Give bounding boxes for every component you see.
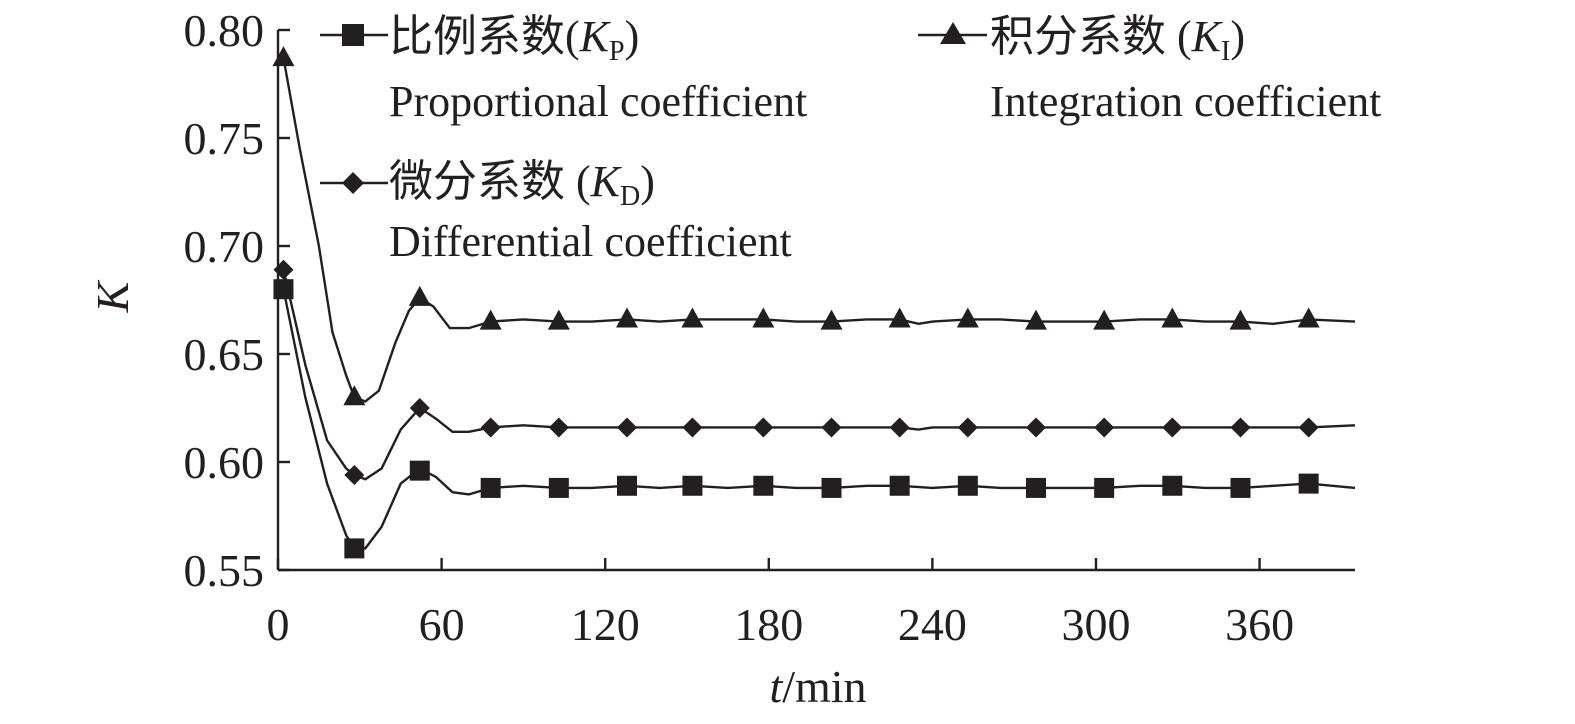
data-point-kp <box>821 477 842 498</box>
x-tick-label: 60 <box>419 599 465 650</box>
legend-triangle-marker <box>940 22 966 44</box>
y-axis-title: K <box>87 279 138 313</box>
data-point-ki <box>479 309 502 330</box>
data-point-kd <box>682 417 703 438</box>
data-point-kd <box>821 417 842 438</box>
data-point-kd <box>1094 417 1115 438</box>
legend-label-kp-en: Proportional coefficient <box>389 77 807 126</box>
legend-item-kp: 比例系数(KP) Proportional coefficient <box>320 12 807 126</box>
data-point-kd <box>957 417 978 438</box>
data-point-ki <box>408 285 431 306</box>
data-point-kp <box>957 475 978 496</box>
data-point-ki <box>547 309 570 330</box>
legend-square-marker <box>342 24 364 46</box>
y-axis-ticks: 0.55 0.60 0.65 0.70 0.75 0.80 <box>184 5 290 596</box>
data-point-ki <box>1161 307 1184 328</box>
series-kd <box>273 259 1356 485</box>
data-point-kd <box>344 464 365 485</box>
data-point-kp <box>1298 473 1319 494</box>
x-tick-label: 120 <box>571 599 640 650</box>
y-tick-label: 0.80 <box>184 5 265 56</box>
x-tick-label: 180 <box>734 599 803 650</box>
data-point-kd <box>1230 417 1251 438</box>
data-point-ki <box>820 309 843 330</box>
data-point-kd <box>617 417 638 438</box>
series-line-kd <box>282 269 1356 481</box>
data-point-ki <box>1297 307 1320 328</box>
legend: 比例系数(KP) Proportional coefficient 积分系数 (… <box>320 12 1381 266</box>
legend-label-kd-en: Differential coefficient <box>389 217 792 266</box>
legend-label-ki: 积分系数 (KI) <box>990 12 1245 67</box>
x-tick-label: 300 <box>1061 599 1130 650</box>
y-tick-label: 0.65 <box>184 329 265 380</box>
data-point-kp <box>753 475 774 496</box>
x-axis-title-unit: /min <box>782 661 866 712</box>
data-point-kd <box>480 417 501 438</box>
data-point-kp <box>344 538 365 559</box>
x-axis-title-variable: t <box>769 661 783 712</box>
x-axis-title: t/min <box>769 661 866 712</box>
data-point-kp <box>682 475 703 496</box>
data-point-kd <box>409 398 430 418</box>
data-point-kp <box>480 477 501 498</box>
series-kp <box>273 279 1356 559</box>
data-point-kp <box>548 477 569 498</box>
series-line-kp <box>282 288 1356 550</box>
legend-label-ki-en: Integration coefficient <box>990 77 1381 126</box>
data-point-ki <box>343 385 366 406</box>
data-point-kd <box>1298 417 1319 438</box>
y-tick-label: 0.60 <box>184 437 265 488</box>
legend-item-kd: 微分系数 (KD) Differential coefficient <box>320 157 792 266</box>
series-layer <box>272 46 1356 559</box>
x-tick-label: 360 <box>1225 599 1294 650</box>
data-point-ki <box>888 307 911 328</box>
legend-label-kd: 微分系数 (KD) <box>389 157 655 212</box>
data-point-kp <box>617 475 638 496</box>
data-point-ki <box>752 307 775 328</box>
data-point-kp <box>1230 477 1251 498</box>
data-point-kd <box>548 417 569 438</box>
data-point-kd <box>273 259 294 280</box>
data-point-ki <box>616 307 639 328</box>
data-point-ki <box>1024 309 1047 330</box>
data-point-kp <box>409 460 430 481</box>
data-point-ki <box>272 46 295 67</box>
data-point-ki <box>1229 309 1252 330</box>
data-point-ki <box>681 307 704 328</box>
data-point-kd <box>1025 417 1046 438</box>
legend-label-kp: 比例系数(KP) <box>389 12 639 67</box>
y-tick-label: 0.75 <box>184 113 265 164</box>
x-tick-label: 0 <box>267 599 290 650</box>
legend-item-ki: 积分系数 (KI) Integration coefficient <box>918 12 1381 126</box>
data-point-kp <box>1025 477 1046 498</box>
x-tick-label: 240 <box>898 599 967 650</box>
data-point-kd <box>1162 417 1183 438</box>
y-tick-label: 0.70 <box>184 221 265 272</box>
series-ki <box>272 46 1356 406</box>
data-point-ki <box>1093 309 1116 330</box>
data-point-kd <box>753 417 774 438</box>
data-point-kp <box>889 475 910 496</box>
y-tick-label: 0.55 <box>184 545 265 596</box>
data-point-ki <box>956 307 979 328</box>
data-point-kp <box>1162 475 1183 496</box>
x-axis-ticks: 0 60 120 180 240 300 360 <box>267 558 1294 650</box>
data-point-kd <box>889 417 910 438</box>
legend-diamond-marker <box>342 172 364 194</box>
data-point-kp <box>1094 477 1115 498</box>
